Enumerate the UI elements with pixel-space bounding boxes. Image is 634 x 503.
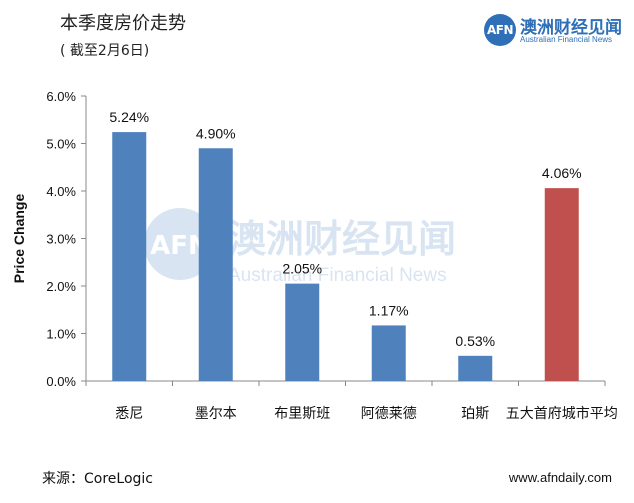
chart-title: 本季度房价走势 [60,13,186,34]
axes: 0.0% 1.0% 2.0% 3.0% 4.0% 5.0% 6.0% Price Change [11,89,606,389]
y-tick-label: 0.0% [46,374,76,389]
x-tick-label: 布里斯班 [274,406,330,422]
x-tick-label: 五大首府城市平均 [506,405,618,422]
x-tick-label: 阿德莱德 [361,406,417,422]
y-tick-label: 5.0% [46,137,76,152]
data-label: 5.24% [109,109,149,125]
y-axis-title: Price Change [11,194,27,284]
afn-logo: AFN 澳洲财经见闻 Australian Financial News [484,10,634,52]
chart-subtitle: ( 截至2月6日) [60,43,150,59]
data-label: 2.05% [282,261,322,277]
logo-name-cn: 澳洲财经见闻 [520,18,622,38]
y-tick-label: 4.0% [46,184,76,199]
bar-chart: AFN 澳洲财经见闻 Australian Financial News 0.0… [11,89,618,422]
y-tick-label: 2.0% [46,279,76,294]
watermark-name-en: Australian Financial News [228,265,447,286]
data-label: 0.53% [455,333,495,349]
bar-3 [285,283,320,381]
x-tick-label: 悉尼 [115,406,143,422]
website-url[interactable]: www.afndaily.com [508,470,612,485]
data-label: 4.06% [542,165,582,181]
labels: 5.24% 悉尼 4.90% 墨尔本 2.05% 布里斯班 1.17% 阿德莱德 0.53% 珀斯… [109,109,617,422]
logo-name-en: Australian Financial News [520,35,613,44]
bar-2 [198,148,233,381]
y-tick-label: 1.0% [46,327,76,342]
bar-5 [458,355,493,381]
x-tick-label: 墨尔本 [195,406,237,422]
watermark-name-cn: 澳洲财经见闻 [228,217,456,261]
afn-logo-icon: AFN [484,14,516,46]
y-tick-label: 3.0% [46,232,76,247]
bar-6 [544,188,579,381]
bar-1 [112,132,147,381]
bars [112,132,579,381]
x-tick-label: 珀斯 [461,406,489,422]
y-tick-label: 6.0% [46,89,76,104]
bar-4 [371,325,406,381]
source-note: 来源：CoreLogic [42,471,153,487]
data-label: 1.17% [369,302,409,318]
data-label: 4.90% [196,125,236,141]
